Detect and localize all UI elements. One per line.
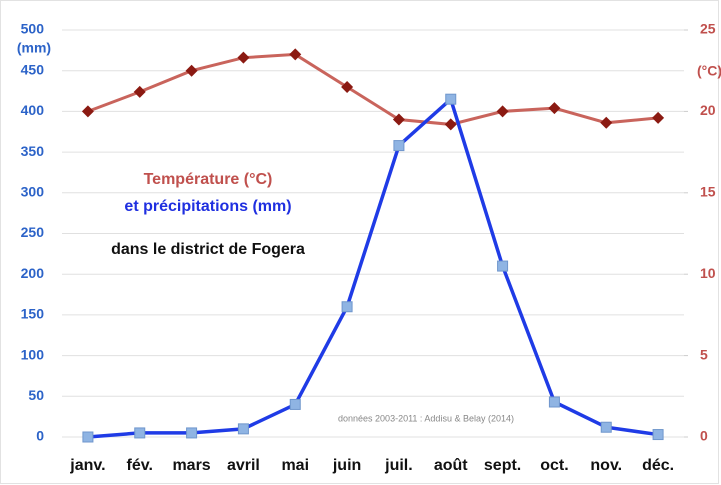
chart-title: Température (°C) bbox=[144, 171, 273, 188]
marker bbox=[134, 427, 146, 439]
y-tick-label: 250 bbox=[21, 224, 45, 240]
chart-caption: dans le district de Fogera bbox=[111, 241, 305, 258]
marker bbox=[497, 260, 509, 272]
x-tick-label: fév. bbox=[127, 457, 153, 474]
series-line bbox=[87, 52, 659, 126]
marker bbox=[445, 93, 457, 105]
marker bbox=[548, 102, 561, 115]
marker bbox=[652, 111, 665, 124]
marker bbox=[237, 423, 249, 435]
y-tick-label: 350 bbox=[21, 143, 45, 159]
marker bbox=[341, 301, 353, 313]
y-tick-label: 450 bbox=[21, 61, 45, 77]
series-line bbox=[87, 96, 659, 439]
x-tick-label: mars bbox=[172, 457, 210, 474]
y-tick-label: 50 bbox=[28, 387, 44, 403]
marker bbox=[133, 85, 146, 98]
y2-tick-label: 5 bbox=[700, 346, 708, 362]
marker bbox=[237, 51, 250, 64]
marker bbox=[392, 113, 405, 126]
marker bbox=[652, 429, 664, 441]
marker bbox=[185, 64, 198, 77]
x-tick-label: juin bbox=[332, 457, 361, 474]
y-tick-label: 0 bbox=[36, 428, 44, 444]
y2-tick-label: 20 bbox=[700, 102, 716, 118]
marker bbox=[393, 140, 405, 152]
x-tick-label: mai bbox=[281, 457, 309, 474]
y-tick-label: 100 bbox=[21, 346, 45, 362]
marker bbox=[82, 431, 94, 443]
marker bbox=[341, 80, 354, 93]
x-tick-label: oct. bbox=[540, 457, 568, 474]
x-tick-label: janv. bbox=[69, 457, 105, 474]
x-tick-label: juil. bbox=[384, 457, 413, 474]
y-tick-label: 300 bbox=[21, 184, 45, 200]
y2-tick-label: 15 bbox=[700, 184, 716, 200]
marker bbox=[289, 48, 302, 61]
x-tick-label: déc. bbox=[642, 457, 674, 474]
x-tick-label: août bbox=[434, 457, 468, 474]
marker bbox=[444, 118, 457, 131]
x-tick-label: sept. bbox=[484, 457, 521, 474]
y2-tick-label: 25 bbox=[700, 21, 716, 37]
y-tick-label: 500 bbox=[21, 21, 45, 37]
y2-tick-label: 10 bbox=[700, 265, 716, 281]
marker bbox=[289, 398, 301, 410]
y2-axis-label: (°C) bbox=[697, 63, 721, 79]
marker bbox=[496, 105, 509, 118]
y-tick-label: 400 bbox=[21, 102, 45, 118]
marker bbox=[600, 116, 613, 129]
marker bbox=[81, 105, 94, 118]
annotation: données 2003-2011 : Addisu & Belay (2014… bbox=[338, 413, 514, 423]
y-tick-label: 200 bbox=[21, 265, 45, 281]
chart-subtitle: et précipitations (mm) bbox=[124, 198, 291, 215]
y2-tick-label: 0 bbox=[700, 428, 708, 444]
x-tick-label: avril bbox=[227, 457, 260, 474]
x-tick-label: nov. bbox=[590, 457, 622, 474]
marker bbox=[548, 396, 560, 408]
marker bbox=[186, 427, 198, 439]
y-axis-label: (mm) bbox=[17, 40, 51, 56]
marker bbox=[600, 421, 612, 433]
y-tick-label: 150 bbox=[21, 306, 45, 322]
